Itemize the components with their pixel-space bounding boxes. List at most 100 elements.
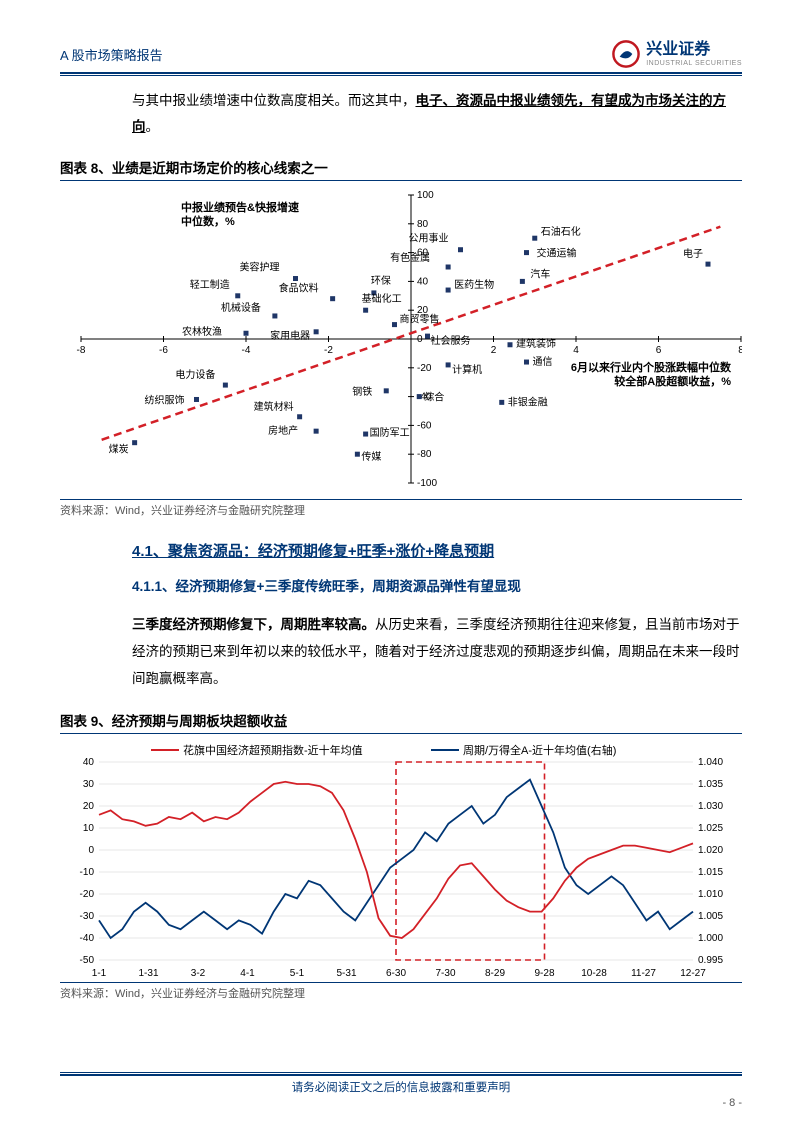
svg-text:房地产: 房地产 — [268, 424, 298, 437]
section-4.1.1-paragraph: 三季度经济预期修复下，周期胜率较高。从历史来看，三季度经济预期往往迎来修复，且当… — [60, 611, 742, 692]
svg-text:-50: -50 — [80, 955, 95, 966]
page-footer: 请务必阅读正文之后的信息披露和重要声明 - 8 - — [60, 1072, 742, 1109]
svg-text:公用事业: 公用事业 — [409, 232, 449, 245]
svg-text:40: 40 — [417, 277, 429, 288]
svg-text:社会服务: 社会服务 — [431, 334, 471, 347]
svg-text:7-30: 7-30 — [435, 968, 455, 979]
svg-text:-40: -40 — [80, 933, 95, 944]
svg-text:1.040: 1.040 — [698, 757, 723, 768]
logo-cn-text: 兴业证券 — [646, 42, 742, 58]
brand-logo: 兴业证券 INDUSTRIAL SECURITIES — [612, 40, 742, 68]
logo-en-text: INDUSTRIAL SECURITIES — [646, 60, 742, 67]
figure9-line-chart: -50-40-30-20-100102030400.9951.0001.0051… — [60, 740, 742, 980]
svg-text:较全部A股超额收益，%: 较全部A股超额收益，% — [614, 374, 731, 388]
svg-text:轻工制造: 轻工制造 — [190, 278, 230, 291]
para-lead: 三季度经济预期修复下，周期胜率较高。 — [132, 617, 375, 632]
svg-text:建筑材料: 建筑材料 — [254, 400, 294, 413]
svg-text:9-28: 9-28 — [534, 968, 554, 979]
svg-text:-100: -100 — [417, 478, 437, 489]
svg-text:1.025: 1.025 — [698, 823, 723, 834]
svg-text:交通运输: 交通运输 — [537, 247, 577, 260]
svg-text:6-30: 6-30 — [386, 968, 406, 979]
figure9-title: 图表 9、经济预期与周期板块超额收益 — [60, 710, 742, 734]
svg-text:食品饮料: 食品饮料 — [279, 282, 319, 295]
svg-text:电子: 电子 — [683, 247, 703, 260]
svg-text:环保: 环保 — [371, 274, 391, 287]
svg-text:8-29: 8-29 — [485, 968, 505, 979]
svg-text:-8: -8 — [77, 345, 86, 356]
svg-text:-4: -4 — [242, 345, 251, 356]
svg-text:10-28: 10-28 — [581, 968, 607, 979]
svg-text:1.030: 1.030 — [698, 801, 723, 812]
figure8-title: 图表 8、业绩是近期市场定价的核心线索之一 — [60, 157, 742, 181]
svg-text:医药生物: 医药生物 — [454, 278, 494, 291]
svg-text:1.015: 1.015 — [698, 867, 723, 878]
svg-text:通信: 通信 — [533, 356, 553, 368]
report-type-label: A 股市场策略报告 — [60, 45, 163, 64]
page-number: - 8 - — [60, 1097, 742, 1109]
svg-text:0: 0 — [88, 845, 94, 856]
svg-text:-60: -60 — [417, 421, 432, 432]
svg-text:-20: -20 — [417, 363, 432, 374]
footer-disclaimer: 请务必阅读正文之后的信息披露和重要声明 — [60, 1079, 742, 1095]
header-divider-thin — [60, 75, 742, 76]
svg-text:11-27: 11-27 — [631, 968, 656, 979]
svg-text:电力设备: 电力设备 — [175, 368, 215, 381]
svg-text:周期/万得全A-近十年均值(右轴): 周期/万得全A-近十年均值(右轴) — [463, 743, 616, 757]
header: A 股市场策略报告 兴业证券 INDUSTRIAL SECURITIES — [60, 40, 742, 68]
svg-text:花旗中国经济超预期指数-近十年均值: 花旗中国经济超预期指数-近十年均值 — [183, 743, 363, 757]
svg-text:计算机: 计算机 — [452, 363, 482, 376]
svg-text:4-1: 4-1 — [240, 968, 255, 979]
svg-text:农林牧渔: 农林牧渔 — [182, 326, 222, 339]
svg-text:有色金属: 有色金属 — [390, 251, 430, 264]
logo-icon — [612, 40, 640, 68]
svg-text:国防军工: 国防军工 — [370, 426, 410, 439]
svg-text:非银金融: 非银金融 — [508, 396, 548, 409]
svg-text:2: 2 — [491, 345, 497, 356]
svg-text:1.010: 1.010 — [698, 889, 723, 900]
section-4.1-heading: 4.1、聚焦资源品：经济预期修复+旺季+涨价+降息预期 — [60, 540, 742, 561]
svg-text:-6: -6 — [159, 345, 168, 356]
svg-text:建筑装饰: 建筑装饰 — [516, 337, 556, 350]
svg-text:-80: -80 — [417, 449, 432, 460]
svg-text:美容护理: 美容护理 — [240, 261, 280, 274]
svg-text:8: 8 — [738, 345, 742, 356]
svg-text:基础化工: 基础化工 — [362, 292, 402, 305]
section-4.1.1-heading: 4.1.1、经济预期修复+三季度传统旺季，周期资源品弹性有望显现 — [60, 575, 742, 595]
svg-text:1.005: 1.005 — [698, 911, 723, 922]
svg-text:汽车: 汽车 — [530, 268, 550, 281]
svg-text:20: 20 — [83, 801, 95, 812]
svg-text:中位数，%: 中位数，% — [181, 214, 235, 228]
svg-text:6月以来行业内个股涨跌幅中位数: 6月以来行业内个股涨跌幅中位数 — [571, 360, 732, 374]
svg-text:石油石化: 石油石化 — [541, 225, 581, 238]
svg-text:综合: 综合 — [424, 391, 444, 404]
figure8-source: 资料来源：Wind，兴业证券经济与金融研究院整理 — [60, 499, 742, 518]
svg-text:-2: -2 — [324, 345, 333, 356]
svg-text:1.020: 1.020 — [698, 845, 723, 856]
figure8-scatter-chart: -8-6-4-22468-100-80-60-40-20020406080100… — [60, 187, 742, 497]
svg-text:0.995: 0.995 — [698, 955, 723, 966]
intro-text-2: 。 — [146, 119, 160, 134]
svg-text:5-1: 5-1 — [290, 968, 305, 979]
footer-divider-bold — [60, 1074, 742, 1076]
svg-text:3-2: 3-2 — [191, 968, 206, 979]
header-divider — [60, 72, 742, 74]
svg-text:煤炭: 煤炭 — [109, 443, 129, 456]
footer-divider — [60, 1072, 742, 1073]
svg-text:6: 6 — [656, 345, 662, 356]
svg-text:商贸零售: 商贸零售 — [400, 313, 440, 326]
svg-text:1-1: 1-1 — [92, 968, 107, 979]
svg-text:家用电器: 家用电器 — [270, 329, 310, 342]
figure9-source: 资料来源：Wind，兴业证券经济与金融研究院整理 — [60, 982, 742, 1001]
svg-text:-10: -10 — [80, 867, 95, 878]
svg-text:12-27: 12-27 — [680, 968, 706, 979]
svg-text:机械设备: 机械设备 — [221, 301, 261, 314]
intro-text-1: 与其中报业绩增速中位数高度相关。而这其中， — [132, 93, 416, 108]
svg-text:100: 100 — [417, 190, 434, 201]
svg-text:1-31: 1-31 — [138, 968, 158, 979]
svg-text:40: 40 — [83, 757, 95, 768]
svg-text:1.035: 1.035 — [698, 779, 723, 790]
svg-text:1.000: 1.000 — [698, 933, 723, 944]
svg-text:中报业绩预告&快报增速: 中报业绩预告&快报增速 — [181, 200, 299, 214]
svg-text:10: 10 — [83, 823, 95, 834]
